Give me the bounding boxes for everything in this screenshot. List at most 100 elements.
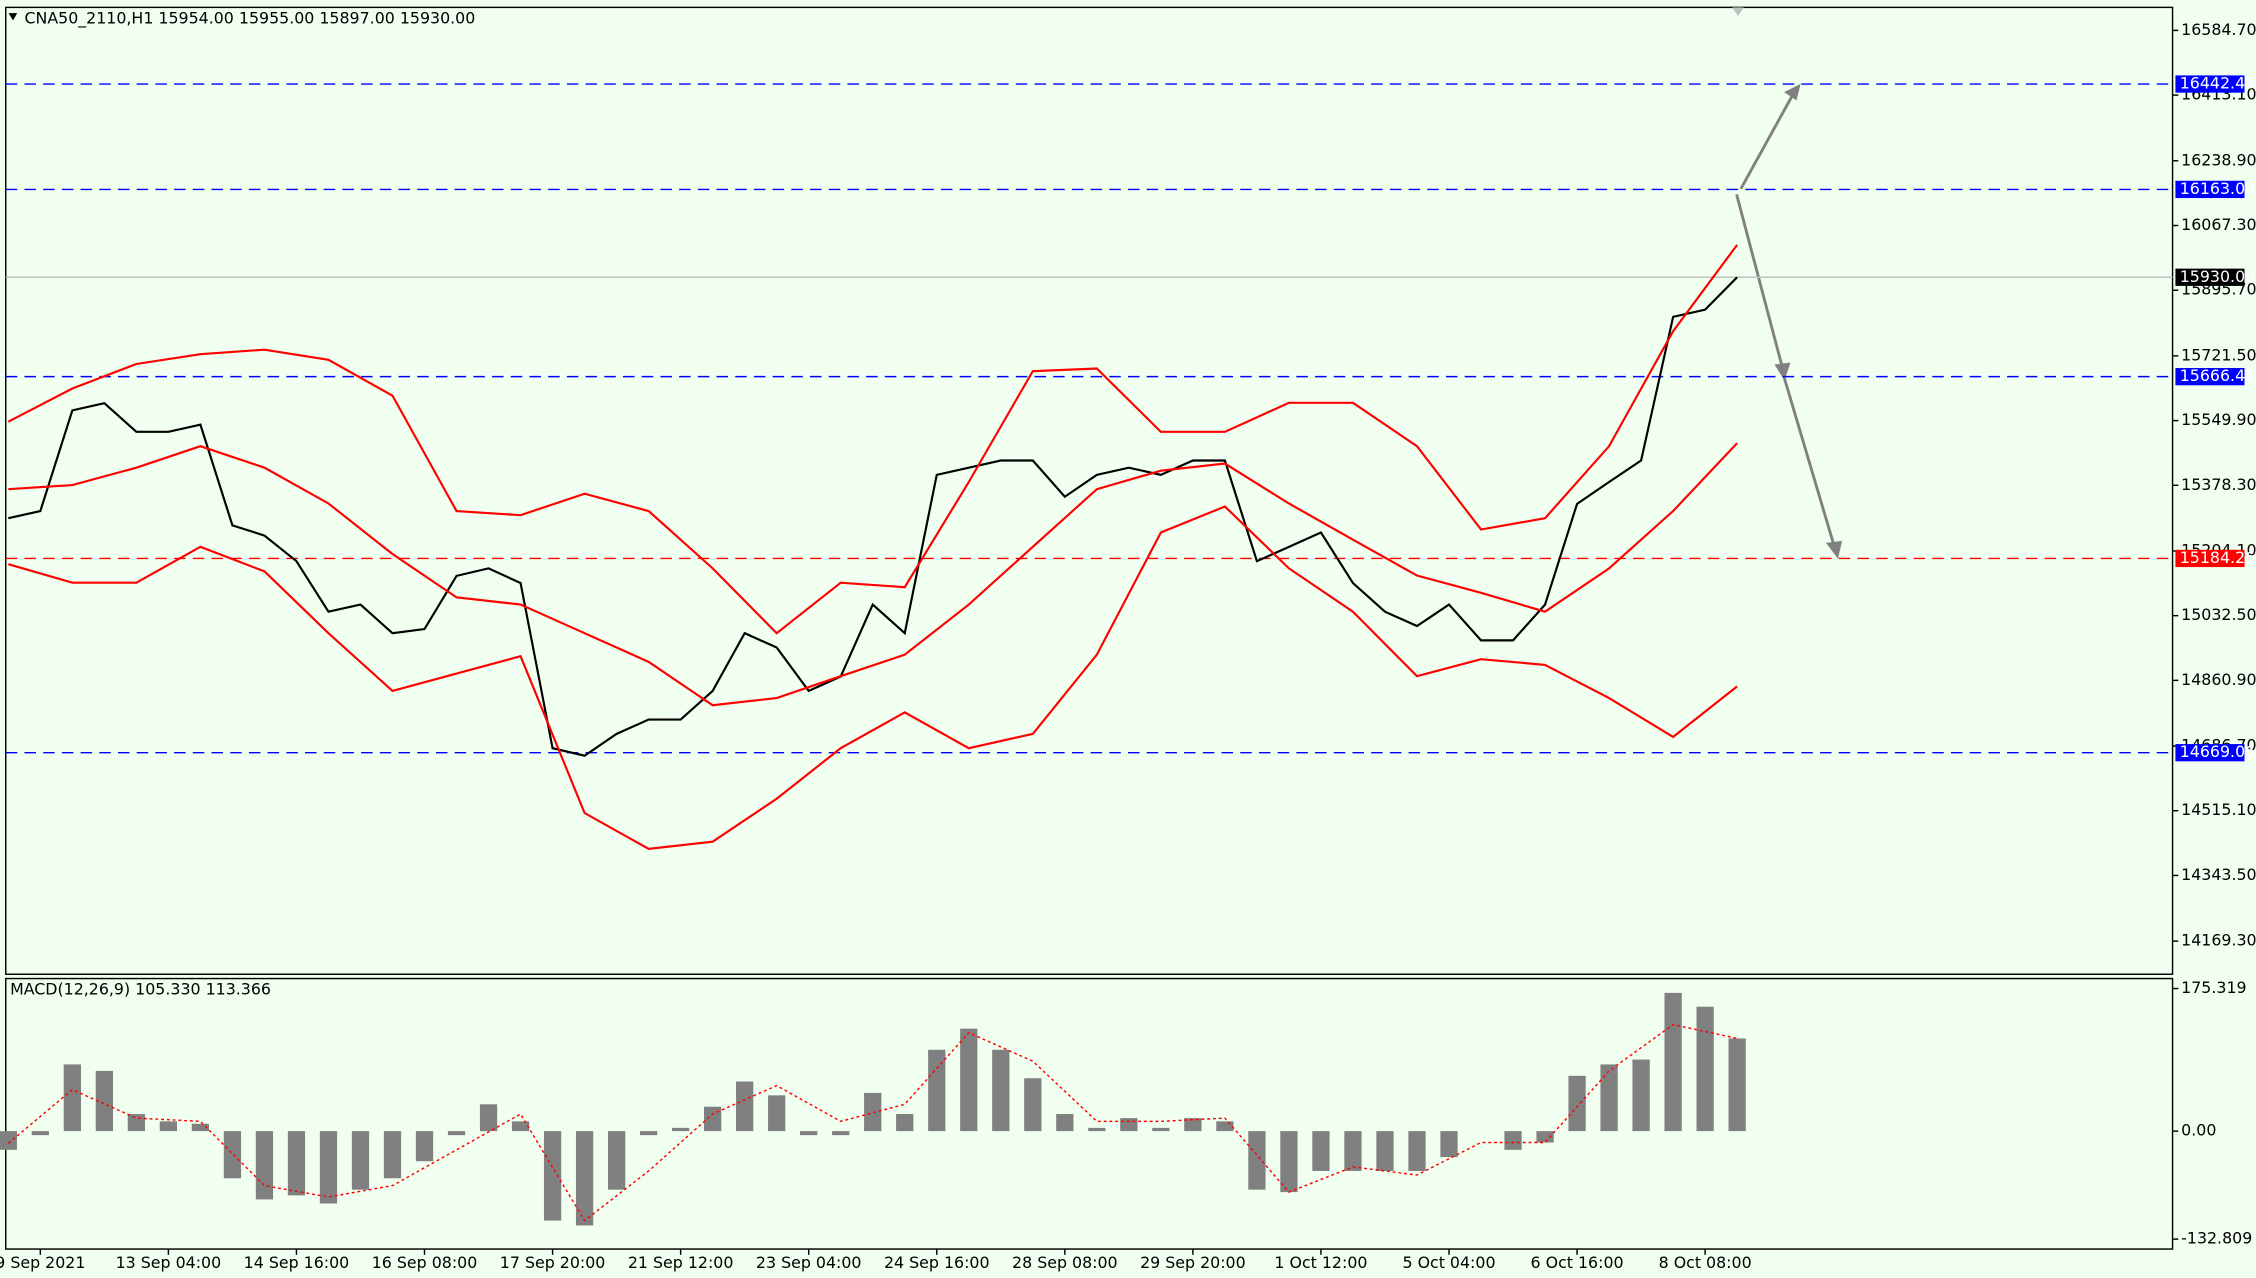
y-tick-label: 15549.90 xyxy=(2181,410,2256,429)
x-tick-label: 21 Sep 12:00 xyxy=(628,1253,734,1272)
level-label: 15666.41 xyxy=(2180,366,2255,385)
macd-bar xyxy=(768,1095,786,1132)
macd-bar xyxy=(1440,1131,1458,1158)
macd-bar xyxy=(1536,1131,1554,1143)
macd-bar xyxy=(1056,1114,1074,1132)
level-label: 16442.48 xyxy=(2180,74,2255,93)
y-tick-label: 175.319 xyxy=(2181,978,2246,997)
x-tick-label: 28 Sep 08:00 xyxy=(1012,1253,1118,1272)
macd-bar xyxy=(832,1131,850,1136)
signal-line xyxy=(7,1023,1738,1222)
macd-bar xyxy=(704,1106,722,1132)
y-tick-label: 15378.30 xyxy=(2181,475,2256,494)
macd-bar xyxy=(1024,1078,1042,1132)
macd-bar xyxy=(287,1131,306,1196)
macd-bar xyxy=(31,1131,49,1136)
x-tick-label: 16 Sep 08:00 xyxy=(372,1253,478,1272)
y-tick-label: 15032.50 xyxy=(2181,605,2256,624)
series-line xyxy=(8,442,1738,707)
macd-bar xyxy=(415,1131,434,1162)
macd-bar xyxy=(1632,1059,1650,1132)
macd-bar xyxy=(63,1064,81,1132)
macd-bar xyxy=(960,1028,978,1132)
macd-bar xyxy=(1568,1075,1586,1132)
macd-bar xyxy=(736,1081,754,1132)
macd-bar xyxy=(1664,992,1682,1132)
level-label: 15930.00 xyxy=(2180,267,2255,286)
arrow-head xyxy=(1774,362,1791,381)
macd-bar xyxy=(1344,1131,1362,1171)
macd-bar xyxy=(351,1131,370,1190)
x-tick-label: 23 Sep 04:00 xyxy=(756,1253,862,1272)
macd-bar xyxy=(1088,1127,1106,1132)
x-tick-label: 6 Oct 16:00 xyxy=(1531,1253,1624,1272)
level-label: 16163.00 xyxy=(2180,179,2255,198)
macd-bar xyxy=(383,1131,402,1179)
macd-bar xyxy=(1696,1006,1714,1132)
series-line xyxy=(8,505,1738,850)
macd-bar xyxy=(159,1121,178,1132)
macd-bar xyxy=(319,1131,338,1204)
level-label-box xyxy=(2175,180,2245,199)
macd-bar xyxy=(0,1131,17,1150)
x-tick-label: 13 Sep 04:00 xyxy=(116,1253,222,1272)
macd-bar xyxy=(1152,1127,1170,1132)
macd-bar xyxy=(1184,1118,1202,1132)
arrow-line xyxy=(1739,91,1796,190)
y-tick-label: 16238.90 xyxy=(2181,150,2256,169)
x-tick-label: 5 Oct 04:00 xyxy=(1402,1253,1495,1272)
x-tick-label: 29 Sep 20:00 xyxy=(1140,1253,1246,1272)
macd-bar xyxy=(1408,1131,1426,1171)
chart-title: CNA50_2110,H1 15954.00 15955.00 15897.00… xyxy=(24,8,475,28)
macd-bar xyxy=(543,1131,562,1221)
macd-bar xyxy=(928,1049,946,1132)
y-tick-label: 14860.90 xyxy=(2181,670,2256,689)
series-line xyxy=(7,244,1739,635)
macd-bar xyxy=(864,1092,882,1132)
macd-bar xyxy=(1312,1131,1330,1171)
level-label: 14669.06 xyxy=(2180,742,2255,761)
y-tick-label: 14343.50 xyxy=(2181,865,2256,884)
y-tick-label: 0.00 xyxy=(2181,1121,2216,1140)
x-tick-label: 1 Oct 12:00 xyxy=(1274,1253,1367,1272)
macd-bar xyxy=(607,1131,626,1190)
macd-bar xyxy=(447,1131,466,1136)
macd-bar xyxy=(95,1070,113,1132)
y-tick-label: 16067.30 xyxy=(2181,215,2256,234)
y-tick-label: 16584.70 xyxy=(2181,20,2256,39)
level-label-box xyxy=(2175,549,2245,568)
x-tick-label: 8 Oct 08:00 xyxy=(1659,1253,1752,1272)
y-tick-label: 14169.30 xyxy=(2181,931,2256,950)
x-tick-label: 24 Sep 16:00 xyxy=(884,1253,990,1272)
y-tick-label: 15721.50 xyxy=(2181,345,2256,364)
price-panel xyxy=(5,6,2174,975)
macd-bar xyxy=(1120,1118,1138,1132)
arrow-head xyxy=(1826,540,1843,559)
macd-bar xyxy=(800,1131,818,1136)
macd-bar xyxy=(1216,1121,1234,1132)
shift-marker xyxy=(1732,7,1744,17)
arrow-line xyxy=(1735,194,1785,369)
macd-bar xyxy=(479,1104,498,1132)
macd-bar xyxy=(1248,1131,1266,1190)
macd-bar xyxy=(1728,1038,1746,1132)
level-label-box xyxy=(2175,75,2245,93)
x-tick-label: 17 Sep 20:00 xyxy=(500,1253,606,1272)
y-tick-label: -132.809 xyxy=(2181,1229,2252,1248)
forecast-arrows xyxy=(1735,83,1843,559)
level-label-box xyxy=(2175,744,2245,762)
macd-bar xyxy=(896,1114,914,1132)
macd-panel xyxy=(5,977,2174,1250)
menu-arrow[interactable] xyxy=(8,13,18,21)
macd-bar xyxy=(223,1131,242,1179)
macd-bar xyxy=(1376,1131,1394,1171)
macd-bar xyxy=(255,1131,274,1200)
macd-bar xyxy=(672,1127,690,1132)
macd-title: MACD(12,26,9) 105.330 113.366 xyxy=(10,980,271,999)
level-label-box xyxy=(2175,368,2245,386)
arrow-line xyxy=(1782,376,1836,548)
macd-bar xyxy=(191,1123,210,1132)
series-line xyxy=(8,276,1738,757)
